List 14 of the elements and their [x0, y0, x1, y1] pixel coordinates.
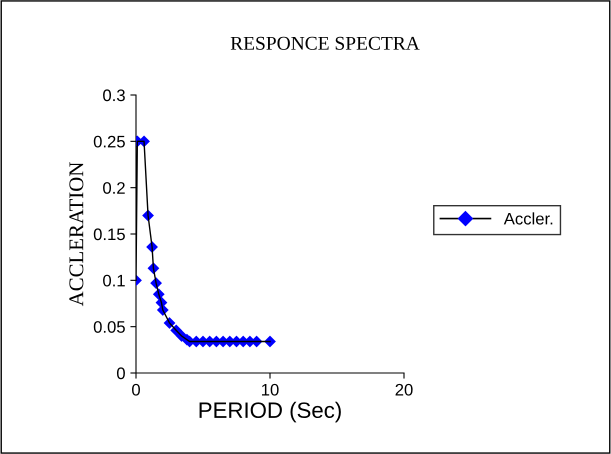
chart-title: RESPONCE SPECTRA: [230, 36, 420, 50]
x-tick-label: 0: [132, 384, 140, 396]
y-tick-label: 0.15: [94, 228, 125, 240]
y-tick-label: 0.2: [103, 182, 125, 194]
y-tick-label: 0: [116, 367, 125, 380]
y-tick-label: 0.1: [103, 274, 125, 287]
y-tick-label: 0.25: [94, 136, 125, 148]
y-tick-label: 0.05: [94, 321, 125, 333]
x-axis-title: PERIOD (Sec): [200, 402, 341, 422]
y-tick-label: 0.3: [103, 89, 125, 102]
legend-label: Accler.: [504, 212, 552, 225]
x-tick-label: 20: [396, 384, 413, 396]
x-tick-label: 10: [262, 384, 279, 396]
y-axis-title: ACCLERATION: [69, 162, 84, 306]
